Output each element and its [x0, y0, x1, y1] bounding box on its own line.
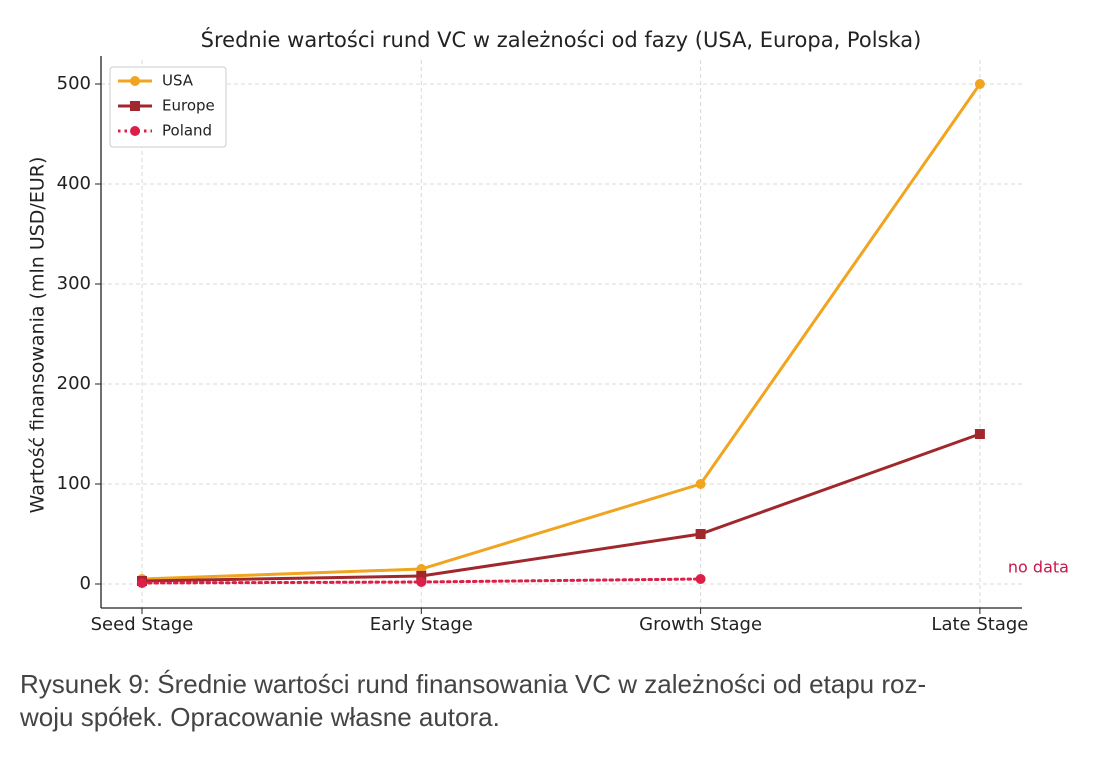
marker	[695, 479, 706, 489]
marker	[695, 529, 706, 539]
x-tick-label: Early Stage	[370, 614, 473, 635]
marker	[130, 126, 140, 136]
series-line	[141, 83, 982, 581]
x-tick-label: Seed Stage	[91, 614, 194, 635]
legend-label: Poland	[162, 122, 212, 140]
chart-title: Średnie wartości rund VC w zależności od…	[201, 27, 922, 52]
marker	[137, 578, 147, 588]
legend-label: Europe	[162, 97, 215, 115]
caption-line: woju spółek. Opracowanie własne autora.	[19, 702, 500, 732]
marker	[974, 79, 985, 89]
caption-line: Rysunek 9: Średnie wartości rund finanso…	[20, 669, 926, 699]
legend-label: USA	[162, 72, 194, 90]
y-tick-label: 400	[57, 173, 91, 194]
marker	[130, 101, 140, 111]
marker	[416, 571, 427, 581]
y-tick-label: 500	[57, 73, 91, 94]
marker	[974, 429, 985, 439]
y-tick-label: 0	[80, 573, 91, 594]
series-line	[141, 432, 981, 583]
x-tick-label: Late Stage	[931, 614, 1028, 635]
y-tick-label: 200	[57, 373, 91, 394]
y-axis-label: Wartość finansowania (mln USD/EUR)	[27, 157, 49, 514]
annotation: no data	[1008, 558, 1069, 577]
marker	[130, 76, 140, 86]
y-tick-label: 100	[57, 473, 91, 494]
legend-box	[109, 66, 227, 148]
marker	[695, 574, 706, 584]
y-tick-label: 300	[57, 273, 91, 294]
x-tick-label: Growth Stage	[639, 614, 762, 635]
marker	[416, 577, 427, 587]
